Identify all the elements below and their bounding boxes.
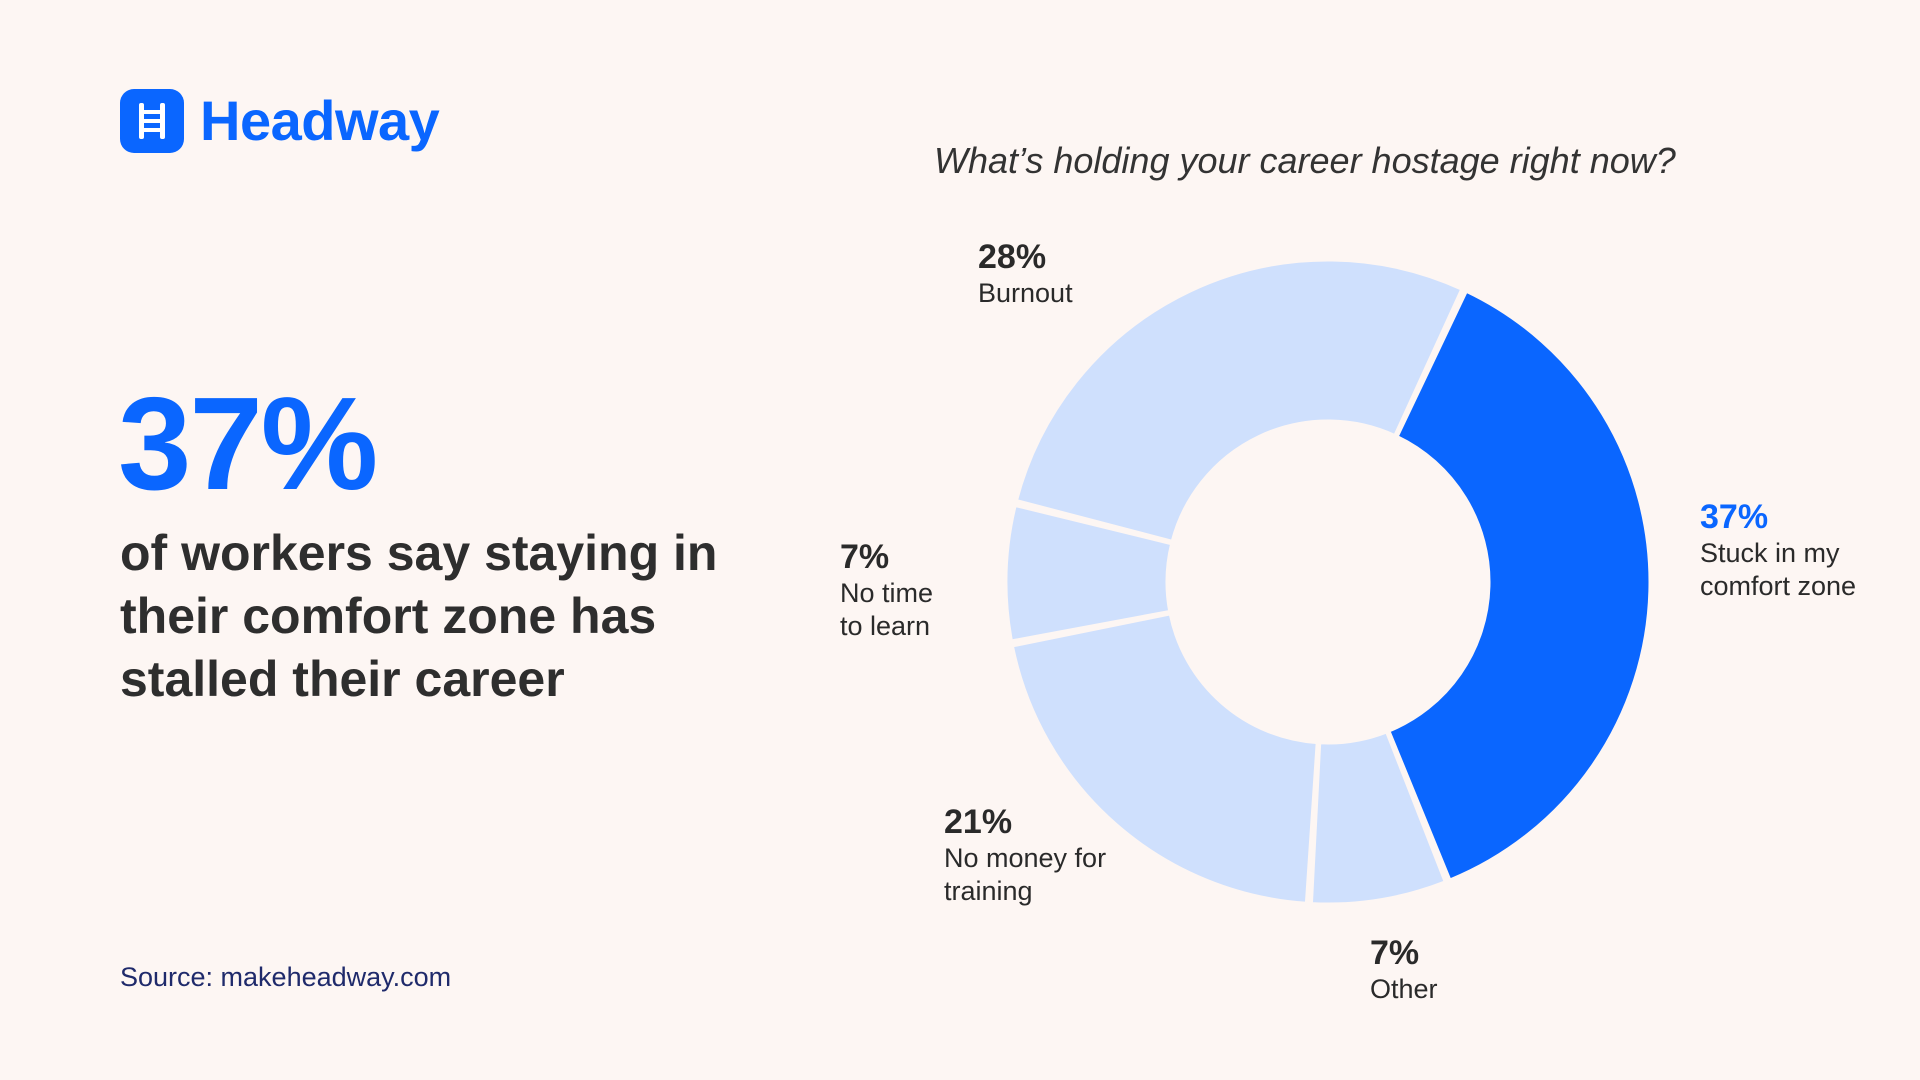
chart-title: What’s holding your career hostage right… xyxy=(934,140,1676,181)
donut-slice-burnout xyxy=(1014,258,1464,543)
slice-label-group: 28% Burnout xyxy=(978,238,1138,310)
headline-text: of workers say staying in their comfort … xyxy=(120,525,718,707)
brand-name: Headway xyxy=(200,89,440,152)
ladder-icon xyxy=(120,89,184,153)
donut-slice-other xyxy=(1309,730,1447,906)
source-credit: Source: makeheadway.com xyxy=(120,962,452,992)
donut-slice-no-time-to-learn xyxy=(1004,503,1174,643)
slice-percent-label: 28% xyxy=(978,238,1047,276)
brand-logo: Headway xyxy=(120,89,440,153)
donut-slice-no-money-for-training xyxy=(1010,612,1319,905)
headline-stat: 37% xyxy=(118,370,378,517)
slice-percent-label: 7% xyxy=(1370,934,1420,972)
slice-label-group: 7% Other xyxy=(1370,934,1490,1006)
slice-label-group: 21% No money for training xyxy=(944,803,1134,908)
slice-category-label: Stuck in my comfort zone xyxy=(1700,538,1857,602)
slice-category-label: Other xyxy=(1370,974,1438,1005)
slice-category-label: Burnout xyxy=(978,278,1073,309)
slice-category-label: No money for training xyxy=(944,843,1107,907)
slice-percent-label: 7% xyxy=(840,538,890,576)
slice-percent-label: 21% xyxy=(944,803,1013,841)
slice-label-group: 7% No time to learn xyxy=(840,538,960,643)
slice-label-group: 37% Stuck in my comfort zone xyxy=(1700,498,1880,603)
slice-category-label: No time to learn xyxy=(840,578,934,642)
slice-percent-label: 37% xyxy=(1700,498,1769,536)
donut-slice-stuck-in-my-comfort-zone xyxy=(1387,289,1652,882)
